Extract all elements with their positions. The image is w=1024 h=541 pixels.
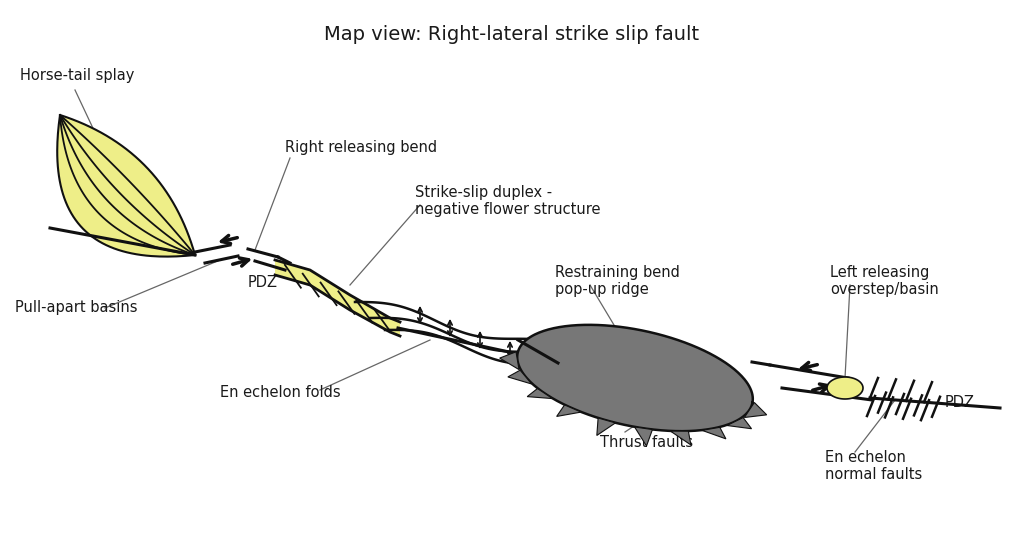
Polygon shape [727,418,752,428]
Text: Pull-apart basins: Pull-apart basins [15,300,137,315]
Polygon shape [57,115,195,256]
Text: Thrust faults: Thrust faults [600,435,693,450]
Text: Horse-tail splay: Horse-tail splay [20,68,134,83]
Text: Left releasing
overstep/basin: Left releasing overstep/basin [830,265,939,298]
Text: Right releasing bend: Right releasing bend [285,140,437,155]
Polygon shape [527,388,552,399]
Polygon shape [702,427,726,439]
Polygon shape [827,377,863,399]
Polygon shape [517,325,753,431]
Polygon shape [508,370,531,384]
Polygon shape [500,352,519,370]
Polygon shape [275,260,400,336]
Text: Restraining bend
pop-up ridge: Restraining bend pop-up ridge [555,265,680,298]
Text: PDZ: PDZ [248,275,278,290]
Text: Map view: Right-lateral strike slip fault: Map view: Right-lateral strike slip faul… [325,25,699,44]
Polygon shape [744,403,767,418]
Text: Strike-slip duplex -
negative flower structure: Strike-slip duplex - negative flower str… [415,185,600,217]
Text: PDZ: PDZ [945,395,975,410]
Polygon shape [671,431,691,445]
Polygon shape [557,405,581,417]
Polygon shape [635,427,652,446]
Text: En echelon folds: En echelon folds [220,385,341,400]
Polygon shape [597,418,615,436]
Text: En echelon
normal faults: En echelon normal faults [825,450,923,483]
